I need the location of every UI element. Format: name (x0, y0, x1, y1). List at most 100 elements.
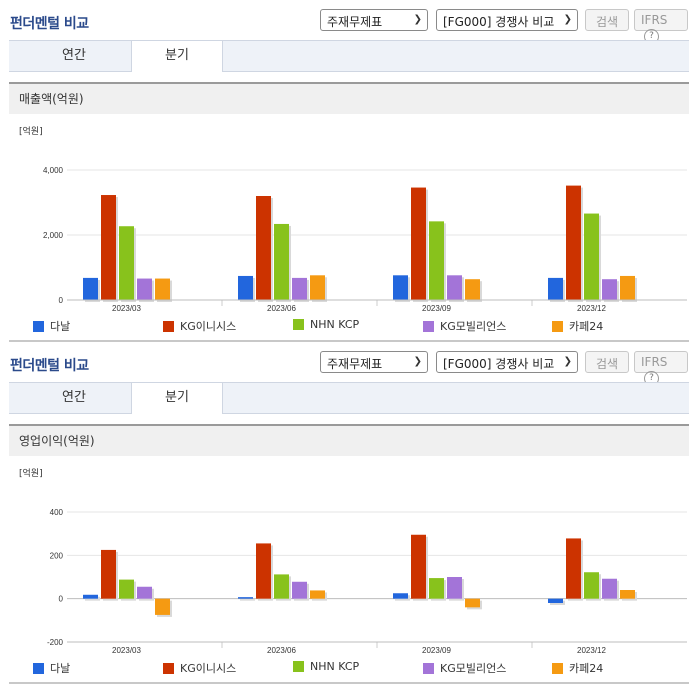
ifrs-button[interactable]: IFRS ? (634, 351, 688, 386)
legend-item[interactable]: NHN KCP (293, 660, 359, 673)
bar-NHN KCP-2023/09 (429, 221, 444, 300)
panel-title: 펀더멘털 비교 (10, 358, 89, 374)
bar-카페24-2023/03 (155, 278, 170, 300)
x-tick-label: 2023/09 (422, 646, 451, 655)
chevron-down-icon: ❯ (563, 14, 572, 25)
revenue-chart-svg: 0 2,000 4,000 2023/03 2023/06 2023/09 2023/12 (43, 166, 687, 313)
period-tabs: 연간 분기 (9, 382, 689, 414)
bar-카페24-2023/09 (465, 279, 480, 300)
legend-item[interactable]: 카페24 (552, 318, 603, 334)
tab-quarterly[interactable]: 분기 (131, 41, 223, 72)
legend-label: NHN KCP (310, 660, 360, 673)
bar-NHN KCP-2023/03 (119, 226, 134, 300)
y-tick-label: 0 (59, 595, 64, 604)
bar-다날-2023/06 (238, 597, 253, 599)
legend-swatch (163, 321, 174, 332)
peer-group-value: [FG000] 경쟁사 비교 (443, 15, 555, 29)
y-tick-label: 0 (59, 296, 64, 305)
period-tabs: 연간 분기 (9, 40, 689, 72)
legend-item[interactable]: 다날 (33, 318, 70, 334)
statement-type-select[interactable]: 주재무제표 ❯ (320, 9, 428, 31)
operating-profit-chart: [억원] -200 0 200 400 2023/03 2023/06 2023/09 202… (9, 456, 689, 684)
y-tick-label: 4,000 (43, 166, 64, 175)
legend-item[interactable]: KG이니시스 (163, 660, 236, 676)
chevron-down-icon: ❯ (563, 356, 572, 367)
legend-label: KG이니시스 (180, 662, 237, 675)
bar-KG이니시스-2023/12 (566, 538, 581, 599)
y-tick-label: 2,000 (43, 231, 64, 240)
legend-item[interactable]: KG모빌리언스 (423, 660, 506, 676)
search-button[interactable]: 검색 (585, 351, 629, 373)
bar-KG이니시스-2023/03 (101, 549, 116, 599)
bar-카페24-2023/12 (620, 590, 635, 599)
chart-legend: 다날 KG이니시스 NHN KCP KG모빌리언스 카페24 (9, 318, 689, 334)
ifrs-label: IFRS (641, 355, 668, 369)
legend-label: 카페24 (569, 662, 604, 675)
statement-type-value: 주재무제표 (327, 15, 383, 29)
legend-swatch (423, 663, 434, 674)
bar-카페24-2023/06 (310, 590, 325, 599)
legend-swatch (423, 321, 434, 332)
legend-label: 다날 (50, 662, 71, 675)
bar-카페24-2023/12 (620, 275, 635, 300)
legend-swatch (552, 321, 563, 332)
bar-카페24-2023/09 (465, 598, 480, 608)
legend-swatch (33, 663, 44, 674)
legend-item[interactable]: KG이니시스 (163, 318, 236, 334)
panel-title: 펀더멘털 비교 (10, 16, 89, 32)
tab-quarterly[interactable]: 분기 (131, 383, 223, 414)
statement-type-select[interactable]: 주재무제표 ❯ (320, 351, 428, 373)
bar-카페24-2023/03 (155, 598, 170, 615)
tab-annual[interactable]: 연간 (62, 390, 86, 405)
bar-KG이니시스-2023/09 (411, 534, 426, 599)
legend-item[interactable]: 카페24 (552, 660, 603, 676)
y-tick-label: 200 (50, 551, 64, 560)
bar-다날-2023/09 (393, 593, 408, 599)
bar-KG모빌리언스-2023/09 (447, 577, 462, 599)
chart-legend: 다날 KG이니시스 NHN KCP KG모빌리언스 카페24 (9, 660, 689, 676)
ifrs-button[interactable]: IFRS ? (634, 9, 688, 44)
legend-label: KG이니시스 (180, 320, 237, 333)
bar-카페24-2023/06 (310, 275, 325, 300)
ifrs-label: IFRS (641, 13, 668, 27)
bar-KG이니시스-2023/06 (256, 543, 271, 599)
bar-KG모빌리언스-2023/09 (447, 275, 462, 300)
fundamental-panel-operating-profit: 펀더멘털 비교 주재무제표 ❯ [FG000] 경쟁사 비교 ❯ 검색 IFRS… (0, 342, 696, 684)
chevron-down-icon: ❯ (413, 14, 422, 25)
x-tick-label: 2023/03 (112, 646, 141, 655)
legend-label: KG모빌리언스 (440, 662, 507, 675)
bar-다날-2023/03 (83, 594, 98, 599)
panel-header: 펀더멘털 비교 주재무제표 ❯ [FG000] 경쟁사 비교 ❯ 검색 IFRS… (0, 342, 696, 386)
legend-label: 다날 (50, 320, 71, 333)
y-tick-label: -200 (47, 638, 64, 647)
peer-group-select[interactable]: [FG000] 경쟁사 비교 ❯ (436, 351, 578, 373)
search-button[interactable]: 검색 (585, 9, 629, 31)
legend-label: NHN KCP (310, 318, 360, 331)
statement-type-value: 주재무제표 (327, 357, 383, 371)
peer-group-value: [FG000] 경쟁사 비교 (443, 357, 555, 371)
x-tick-label: 2023/06 (267, 304, 296, 313)
bar-KG이니시스-2023/12 (566, 185, 581, 300)
peer-group-select[interactable]: [FG000] 경쟁사 비교 ❯ (436, 9, 578, 31)
bar-KG모빌리언스-2023/06 (292, 581, 307, 599)
chart-subtitle: 영업이익(억원) (9, 424, 689, 456)
y-tick-label: 400 (50, 508, 64, 517)
x-tick-label: 2023/03 (112, 304, 141, 313)
bar-NHN KCP-2023/09 (429, 578, 444, 599)
search-button-label: 검색 (595, 15, 619, 29)
bar-shadow (240, 599, 255, 601)
legend-swatch (163, 663, 174, 674)
bar-KG이니시스-2023/09 (411, 187, 426, 300)
operating-profit-chart-svg: -200 0 200 400 2023/03 2023/06 2023/09 2023/12 (47, 508, 687, 655)
search-button-label: 검색 (595, 357, 619, 371)
x-tick-label: 2023/12 (577, 304, 606, 313)
bar-KG모빌리언스-2023/03 (137, 586, 152, 599)
legend-item[interactable]: KG모빌리언스 (423, 318, 506, 334)
legend-item[interactable]: 다날 (33, 660, 70, 676)
x-tick-label: 2023/12 (577, 646, 606, 655)
legend-swatch (293, 661, 304, 672)
tab-annual[interactable]: 연간 (62, 48, 86, 63)
chevron-down-icon: ❯ (413, 356, 422, 367)
legend-item[interactable]: NHN KCP (293, 318, 359, 331)
legend-swatch (33, 321, 44, 332)
